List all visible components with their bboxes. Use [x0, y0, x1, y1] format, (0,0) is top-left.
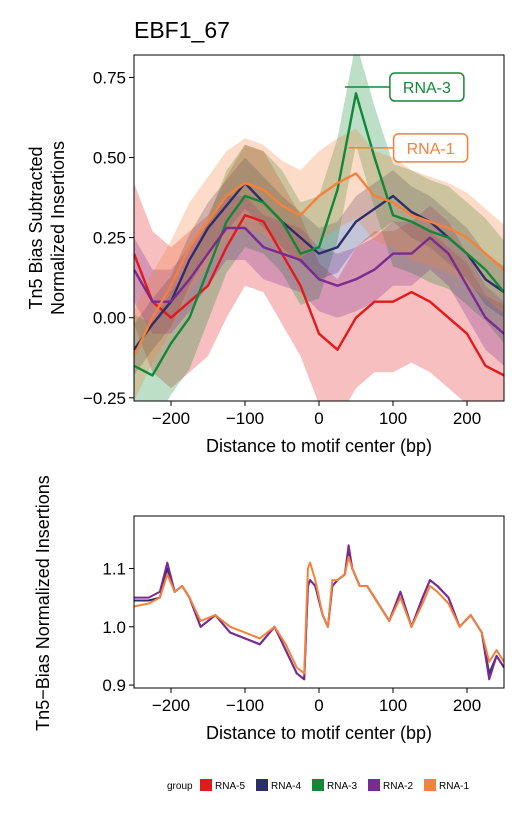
bottom-series-line-rna-4	[134, 550, 504, 681]
top-y-axis-title-line2: Normalized Insertions	[48, 141, 68, 315]
y-tick-label: 0.75	[93, 68, 126, 87]
series-line-rna-1	[134, 172, 504, 357]
bottom-series-line-rna-1	[134, 555, 504, 675]
legend-label: RNA-2	[383, 781, 413, 792]
callout-label: RNA-1	[407, 141, 455, 158]
legend-swatch-rna-3	[312, 779, 324, 791]
bottom-x-axis: −200 −100 0 100 200	[152, 688, 481, 715]
legend-swatch-rna-1	[424, 779, 436, 791]
bottom-chart: Tn5−Bias Normalized Insertions −200 −100 0…	[33, 475, 505, 743]
y-tick-label: 0.9	[102, 676, 126, 695]
bottom-series-line-rna-2	[134, 544, 504, 681]
legend-label: RNA-5	[215, 781, 245, 792]
callout-box	[392, 133, 469, 163]
x-tick-label: −100	[226, 696, 264, 715]
legend-label: RNA-1	[439, 781, 469, 792]
y-tick-label: −0.25	[83, 389, 126, 408]
x-tick-label: 100	[379, 696, 407, 715]
y-tick-label: 0.25	[93, 229, 126, 248]
x-tick-label: −100	[226, 409, 264, 428]
x-tick-label: −200	[152, 409, 190, 428]
legend-title: group	[167, 781, 193, 792]
bottom-y-axis: 0.9 1.0 1.1	[102, 559, 134, 695]
x-tick-label: 200	[453, 696, 481, 715]
x-tick-label: 100	[379, 409, 407, 428]
series-line-rna-4	[134, 181, 504, 351]
series-line-rna-3	[134, 92, 504, 377]
top-callouts: RNA-3 RNA-1	[344, 72, 469, 163]
top-x-axis: −200 −100 0 100 200	[152, 401, 481, 428]
top-series-lines	[134, 92, 504, 377]
x-tick-label: −200	[152, 696, 190, 715]
x-tick-label: 200	[453, 409, 481, 428]
bottom-series-lines	[134, 544, 504, 681]
legend-label: RNA-4	[271, 781, 301, 792]
top-x-axis-title: Distance to motif center (bp)	[206, 436, 432, 456]
legend-swatch-rna-2	[368, 779, 380, 791]
legend-swatch-rna-5	[200, 779, 212, 791]
y-tick-label: 1.1	[102, 559, 126, 578]
top-y-axis-title-line1: Tn5 Bias Subtracted	[26, 146, 46, 309]
y-tick-label: 0.00	[93, 309, 126, 328]
bottom-x-axis-title: Distance to motif center (bp)	[206, 723, 432, 743]
band-rna-2	[134, 196, 504, 366]
legend: group RNA-5 RNA-4 RNA-3 RNA-2 RNA-1	[167, 779, 469, 792]
callout-label: RNA-3	[403, 80, 451, 97]
y-tick-label: 1.0	[102, 618, 126, 637]
band-rna-3	[134, 55, 504, 401]
top-chart-title: EBF1_67	[134, 17, 230, 43]
series-line-rna-2	[134, 226, 504, 335]
top-chart: EBF1_67 Tn5 Bias Subtracted Normalized I…	[26, 17, 505, 456]
x-tick-label: 0	[314, 696, 323, 715]
top-y-axis: −0.25 0.00 0.25 0.50 0.75	[83, 68, 134, 408]
x-tick-label: 0	[314, 409, 323, 428]
legend-label: RNA-3	[327, 781, 357, 792]
callout-box	[389, 72, 465, 102]
band-rna-5	[134, 144, 504, 401]
y-tick-label: 0.50	[93, 149, 126, 168]
legend-swatch-rna-4	[256, 779, 268, 791]
bottom-y-axis-title: Tn5−Bias Normalized Insertions	[33, 475, 53, 731]
series-line-rna-5	[134, 213, 504, 377]
